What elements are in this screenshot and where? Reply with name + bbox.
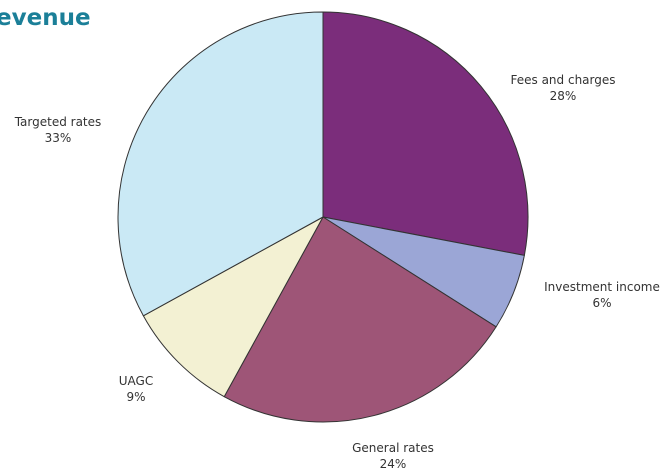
slice-value-label-fees-and-charges: 28%	[550, 89, 577, 103]
slice-value-label-targeted-rates: 33%	[45, 131, 72, 145]
slice-value-label-uagc: 9%	[126, 390, 145, 404]
pie-slice-fees-and-charges	[322, 11, 529, 256]
slice-label-general-rates: General rates	[352, 441, 434, 455]
pie-labels: Fees and charges 28% Investment income 6% Ge…	[14, 73, 660, 471]
pie-slices	[117, 11, 529, 423]
pie-slice-general-rates	[223, 216, 497, 423]
slice-label-investment-income: Investment income	[544, 280, 660, 294]
pie-slice-targeted-rates	[117, 11, 324, 317]
slice-value-label-investment-income: 6%	[592, 296, 611, 310]
chart-title: evenue	[0, 5, 91, 31]
pie-slice-uagc	[142, 216, 324, 398]
slice-label-uagc: UAGC	[119, 374, 153, 388]
slice-label-fees-and-charges: Fees and charges	[511, 73, 616, 87]
slice-value-label-general-rates: 24%	[380, 457, 407, 471]
slice-label-targeted-rates: Targeted rates	[14, 115, 102, 129]
